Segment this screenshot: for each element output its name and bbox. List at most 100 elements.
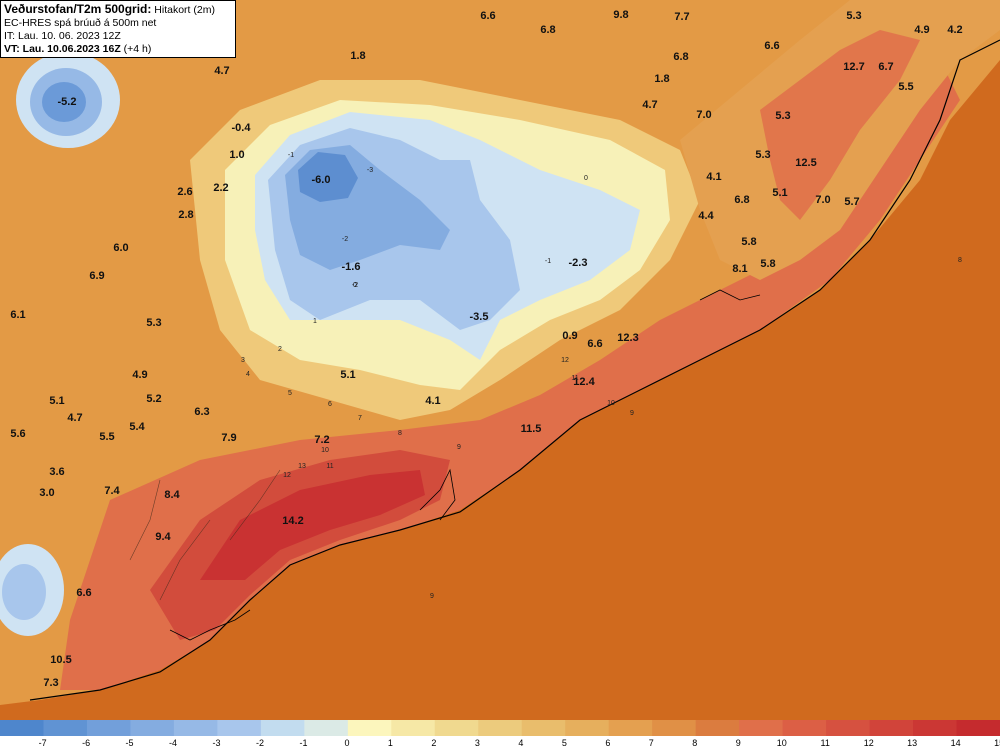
contour-label: 0	[584, 175, 588, 182]
rivers	[129, 469, 281, 601]
map-value-label: 6.7	[878, 61, 893, 73]
contour-label: 12	[561, 357, 569, 364]
map-value-label: 4.9	[132, 369, 147, 381]
legend-swatch	[652, 720, 697, 736]
glacier-nw-core-inner	[42, 82, 86, 122]
lagoon-outline	[169, 289, 761, 641]
map-value-label: 5.5	[99, 431, 114, 443]
map-value-label: 6.1	[10, 309, 25, 321]
lead-time: (+4 h)	[123, 43, 152, 55]
contour-label: -1	[288, 152, 294, 159]
map-value-label: 5.1	[772, 187, 787, 199]
legend-swatch	[913, 720, 958, 736]
map-value-label: 7.0	[815, 194, 830, 206]
map-info-box: Veðurstofan/T2m 500grid: Hitakort (2m) E…	[0, 0, 236, 58]
contour-label: 11	[571, 375, 578, 382]
contour-label: 2	[278, 346, 282, 353]
map-value-label: 3.6	[49, 466, 64, 478]
map-value-label: 7.2	[314, 434, 329, 446]
map-value-label: -2.3	[569, 257, 588, 269]
legend-swatch	[391, 720, 436, 736]
contour-label: 10	[607, 400, 615, 407]
map-value-label: 6.6	[764, 40, 779, 52]
contour-label: 6	[328, 401, 332, 408]
map-value-label: 11.5	[521, 423, 542, 435]
contour-label: 11	[326, 463, 333, 470]
legend-swatch	[304, 720, 349, 736]
legend-swatch	[260, 720, 305, 736]
legend-swatch	[869, 720, 914, 736]
map-value-label: 2.2	[213, 182, 228, 194]
contour-label: 10	[321, 447, 329, 454]
contour-label: 4	[246, 371, 250, 378]
map-value-label: 5.5	[898, 81, 913, 93]
east-ridges	[760, 30, 920, 220]
map-value-label: 12.5	[795, 157, 816, 169]
map-value-label: -1.6	[342, 261, 361, 273]
contour-label: 3	[241, 357, 245, 364]
map-value-labels: -5.2 -0.4 1.0 1.8 4.7 6.6 6.8 9.8 7.7 5.3 4.9 4.2 6.…	[10, 9, 962, 689]
contour-label: 9	[630, 410, 634, 417]
legend-swatch	[130, 720, 175, 736]
map-value-label: 5.8	[741, 236, 756, 248]
legend-tick-label: 10	[777, 738, 787, 748]
legend-tick-label: 15	[994, 738, 1000, 748]
legend-swatch	[521, 720, 566, 736]
map-value-label: 4.7	[67, 412, 82, 424]
map-value-label: 4.1	[425, 395, 440, 407]
map-value-label: 1.8	[654, 73, 669, 85]
coastline	[29, 39, 1000, 701]
map-value-label: 7.3	[43, 677, 58, 689]
legend-tick-label: -6	[82, 738, 90, 748]
glacier-zone-minus6	[298, 152, 358, 202]
legend-swatch	[173, 720, 218, 736]
map-value-label: -0.4	[232, 122, 252, 134]
warm-zone-14	[200, 470, 425, 580]
map-value-label: -5.2	[58, 96, 77, 108]
map-value-label: 9.4	[155, 531, 171, 543]
map-value-label: 4.9	[914, 24, 929, 36]
map-value-label: -3.5	[470, 311, 489, 323]
valid-time: VT: Lau. 10.06.2023 16Z	[4, 43, 121, 55]
glacier-sw-core	[2, 564, 46, 620]
map-value-label: 4.1	[706, 171, 721, 183]
map-value-label: 6.3	[194, 406, 209, 418]
map-value-label: 9.8	[613, 9, 628, 21]
map-value-label: 6.6	[480, 10, 495, 22]
legend-tick-label: -4	[169, 738, 177, 748]
legend-tick-label: 14	[951, 738, 961, 748]
map-value-label: 12.7	[843, 61, 864, 73]
contour-label: 9	[430, 593, 434, 600]
map-value-label: 7.9	[221, 432, 236, 444]
map-value-label: 4.7	[642, 99, 657, 111]
legend-swatch	[782, 720, 827, 736]
color-legend: -7-6-5-4-3-2-10123456789101112131415	[0, 720, 1000, 748]
contour-label: 7	[358, 415, 362, 422]
map-value-label: 5.7	[844, 196, 859, 208]
legend-swatch	[347, 720, 392, 736]
legend-swatch	[608, 720, 653, 736]
temperature-map: -5.2 -0.4 1.0 1.8 4.7 6.6 6.8 9.8 7.7 5.3 4.9 4.2 6.…	[0, 0, 1000, 705]
map-subtitle: Hitakort (2m)	[154, 4, 215, 16]
map-value-label: 6.6	[587, 338, 602, 350]
legend-tick-label: 3	[475, 738, 480, 748]
legend-swatch	[434, 720, 479, 736]
legend-swatch	[43, 720, 88, 736]
legend-tick-label: 8	[692, 738, 697, 748]
map-value-label: 7.7	[674, 11, 689, 23]
map-value-label: 8.4	[164, 489, 180, 501]
legend-swatch	[0, 720, 44, 736]
init-time: IT: Lau. 10. 06. 2023 12Z	[4, 30, 121, 42]
map-value-label: 6.8	[734, 194, 749, 206]
legend-tick-label: 9	[736, 738, 741, 748]
map-value-label: 5.6	[10, 428, 25, 440]
map-value-label: 2.8	[178, 209, 193, 221]
contour-label: 8	[398, 430, 402, 437]
map-value-label: 4.4	[698, 210, 714, 222]
map-value-label: 6.9	[89, 270, 104, 282]
map-value-label: 5.2	[146, 393, 161, 405]
legend-tick-label: 2	[431, 738, 436, 748]
legend-swatch	[695, 720, 740, 736]
legend-swatch	[217, 720, 262, 736]
legend-tick-label: 6	[605, 738, 610, 748]
